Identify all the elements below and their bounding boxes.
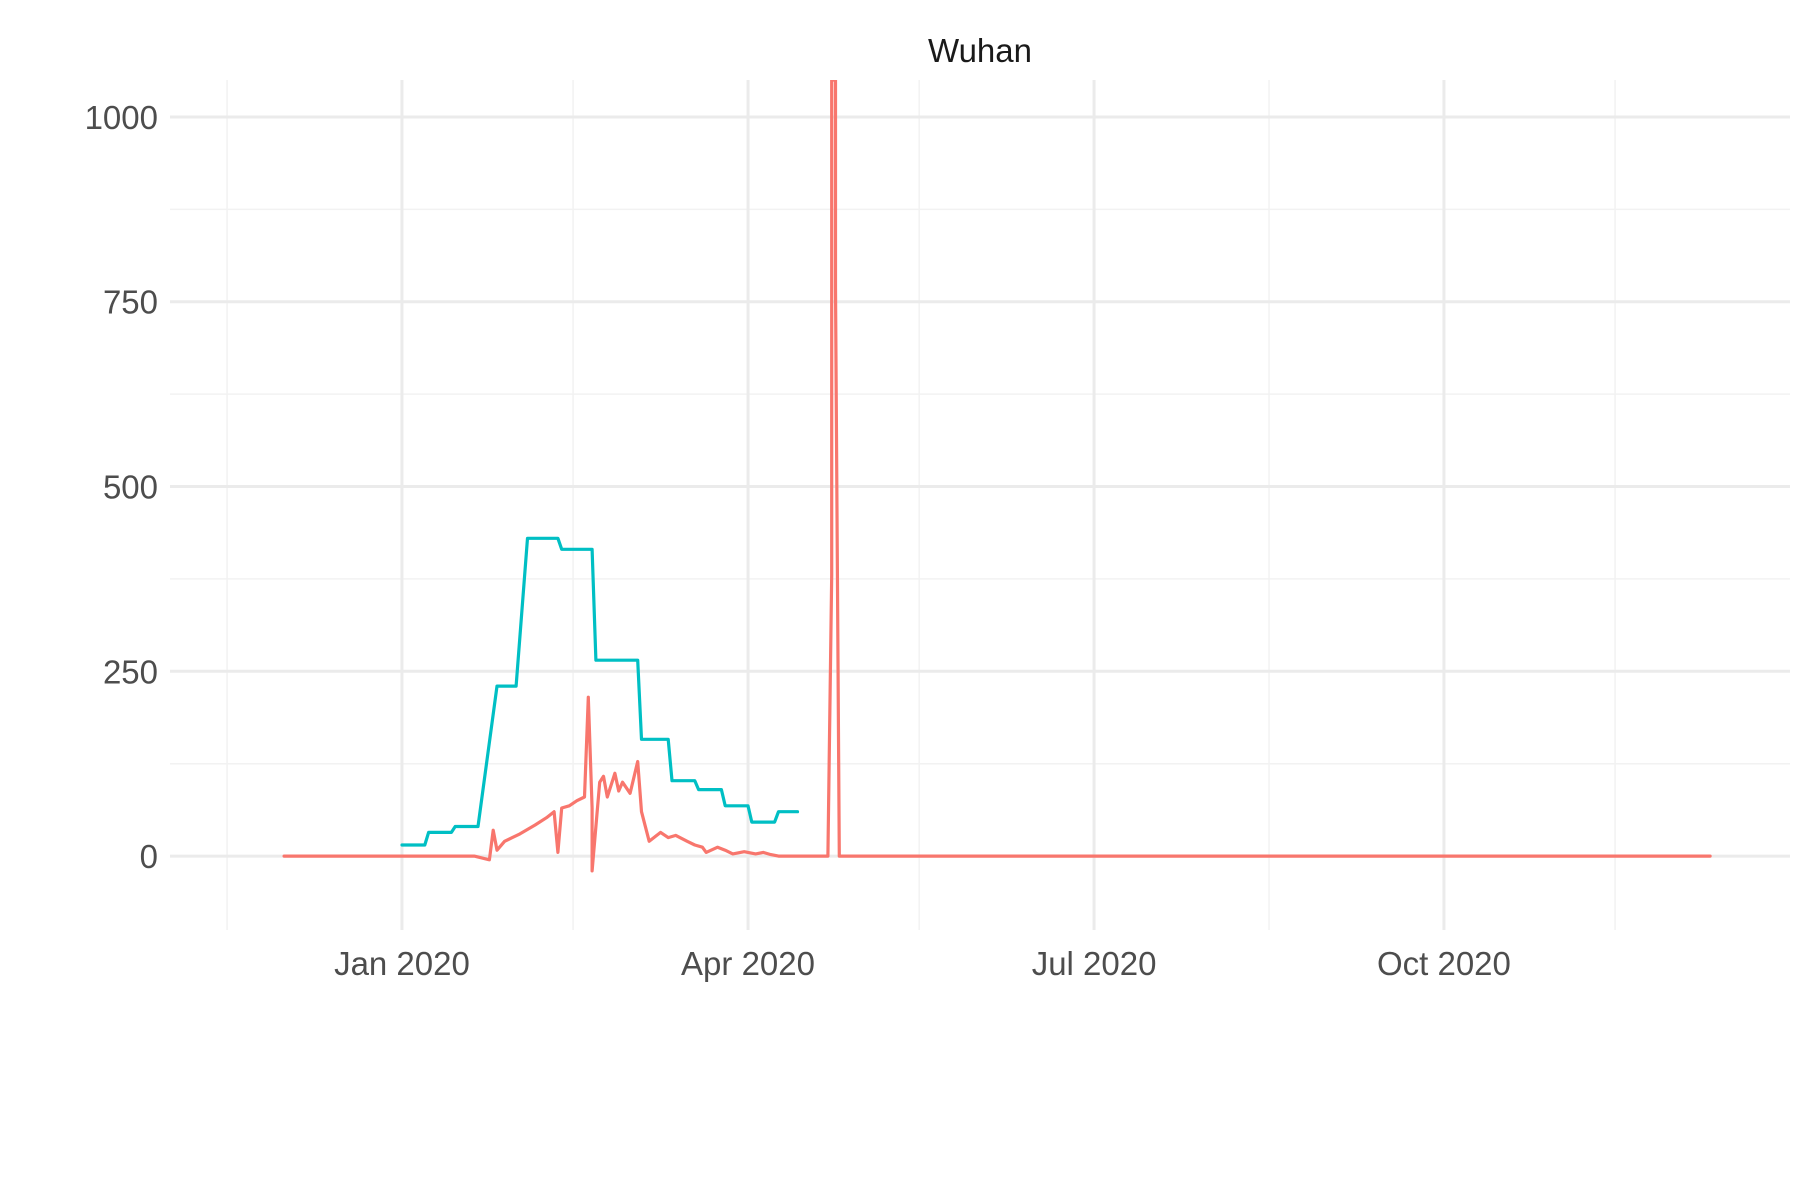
x-axis-tick-labels: Jan 2020 Apr 2020 Jul 2020 Oct 2020 xyxy=(334,945,1511,982)
y-tick-label: 750 xyxy=(103,284,158,321)
y-tick-label: 0 xyxy=(140,838,158,875)
x-tick-label: Apr 2020 xyxy=(681,945,815,982)
minor-gridlines xyxy=(170,80,1790,930)
y-tick-label: 500 xyxy=(103,469,158,506)
chart-title: Wuhan xyxy=(928,32,1032,69)
series-layer xyxy=(282,80,1712,873)
series-line-1 xyxy=(400,536,800,847)
major-gridlines xyxy=(170,80,1790,930)
series-line-2 xyxy=(282,80,1712,873)
x-tick-label: Jan 2020 xyxy=(334,945,470,982)
x-tick-label: Jul 2020 xyxy=(1032,945,1157,982)
y-axis-tick-labels: 0 250 500 750 1000 xyxy=(85,99,158,875)
y-tick-label: 250 xyxy=(103,653,158,690)
y-tick-label: 1000 xyxy=(85,99,158,136)
x-tick-label: Oct 2020 xyxy=(1377,945,1511,982)
